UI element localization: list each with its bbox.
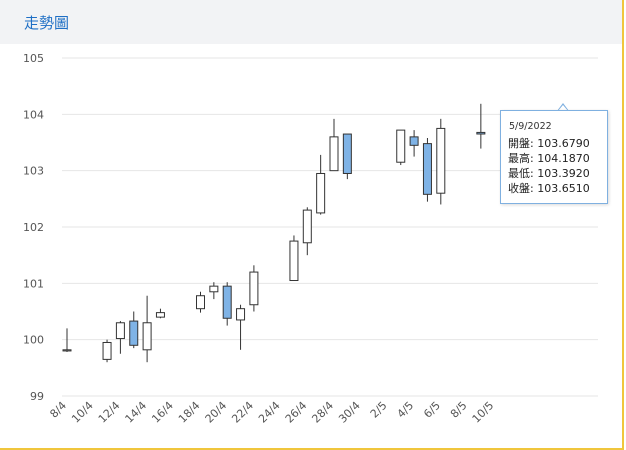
candle-body [115,322,125,340]
candle-body [302,209,312,244]
x-tick-label: 16/4 [149,399,176,426]
tooltip-open: 開盤: 103.6790 [508,137,590,150]
tooltip-close: 收盤: 103.6510 [508,182,590,195]
candle-body [436,127,446,194]
x-tick-label: 26/4 [283,399,310,426]
x-tick-label: 20/4 [203,399,230,426]
candle[interactable] [476,103,486,149]
x-tick-label: 30/4 [336,399,363,426]
grid-lines [62,57,598,397]
y-tick-label: 101 [23,277,44,290]
candle[interactable] [302,207,312,256]
candle[interactable] [129,311,139,349]
y-axis-ticks: 99 100 101 102 103 104 105 [23,52,44,403]
candle-body [142,322,152,351]
candle-body [422,143,432,195]
candle[interactable] [236,304,246,350]
candle-body [155,312,165,318]
candle-body [236,308,246,321]
x-tick-label: 22/4 [229,399,256,426]
candle[interactable] [142,295,152,363]
x-tick-label: 8/5 [448,399,470,421]
candle[interactable] [342,133,352,180]
candle[interactable] [102,339,112,363]
y-tick-label: 102 [23,221,44,234]
candle-body [329,136,339,172]
candle-body [209,285,219,293]
candle-body [396,129,406,163]
candle-body [249,271,259,306]
y-tick-label: 103 [23,165,44,178]
y-tick-label: 100 [23,334,44,347]
candle-body [62,349,72,352]
candle[interactable] [115,321,125,354]
candle-body [409,136,419,146]
tooltip-low: 最低: 103.3920 [508,167,590,180]
x-tick-label: 24/4 [256,399,283,426]
y-tick-label: 104 [23,108,44,121]
candle-body [196,295,205,310]
candle[interactable] [436,118,446,205]
x-tick-label: 14/4 [123,399,150,426]
x-tick-label: 10/4 [69,399,96,426]
candle[interactable] [155,308,165,319]
x-tick-label: 2/5 [368,399,390,421]
candle[interactable] [222,282,232,326]
y-tick-label: 99 [30,390,44,403]
tooltip-date: 5/9/2022 [509,121,552,132]
candle[interactable] [249,265,259,312]
x-tick-label: 6/5 [421,399,443,421]
candle-body [222,285,232,319]
candle[interactable] [289,235,299,282]
candle-body [129,320,139,346]
tooltip-caret-inner [558,105,568,111]
chart-title: 走勢圖 [24,14,70,32]
x-tick-label: 28/4 [309,399,336,426]
candle-body [476,131,486,135]
candle-body [316,172,326,214]
candle[interactable] [209,282,219,300]
candle-body [289,240,299,282]
candle[interactable] [196,291,205,313]
candle[interactable] [409,130,419,157]
candle[interactable] [422,137,432,202]
candle[interactable] [329,118,339,172]
candle[interactable] [316,154,326,215]
y-tick-label: 105 [23,52,44,65]
candle[interactable] [396,129,406,166]
candlestick-chart[interactable]: 99 100 101 102 103 104 105 8/4 10/4 12/4 14/4 16/4… [0,44,622,448]
x-tick-label: 10/5 [470,399,497,426]
x-tick-label: 12/4 [96,399,123,426]
chart-header: 走勢圖 [0,0,622,44]
x-axis-ticks: 8/4 10/4 12/4 14/4 16/4 18/4 20/4 22/4 24/4 26/4 2… [47,399,496,426]
x-tick-label: 4/5 [395,399,417,421]
candle-body [342,133,352,174]
tooltip-high: 最高: 104.1870 [508,152,590,165]
x-tick-label: 18/4 [176,399,203,426]
candle-body [102,341,112,360]
x-tick-label: 8/4 [47,399,69,421]
candle-tooltip: 5/9/2022 開盤: 103.6790 最高: 104.1870 最低: 1… [500,110,608,204]
candles[interactable] [62,103,486,363]
candle[interactable] [62,328,72,353]
